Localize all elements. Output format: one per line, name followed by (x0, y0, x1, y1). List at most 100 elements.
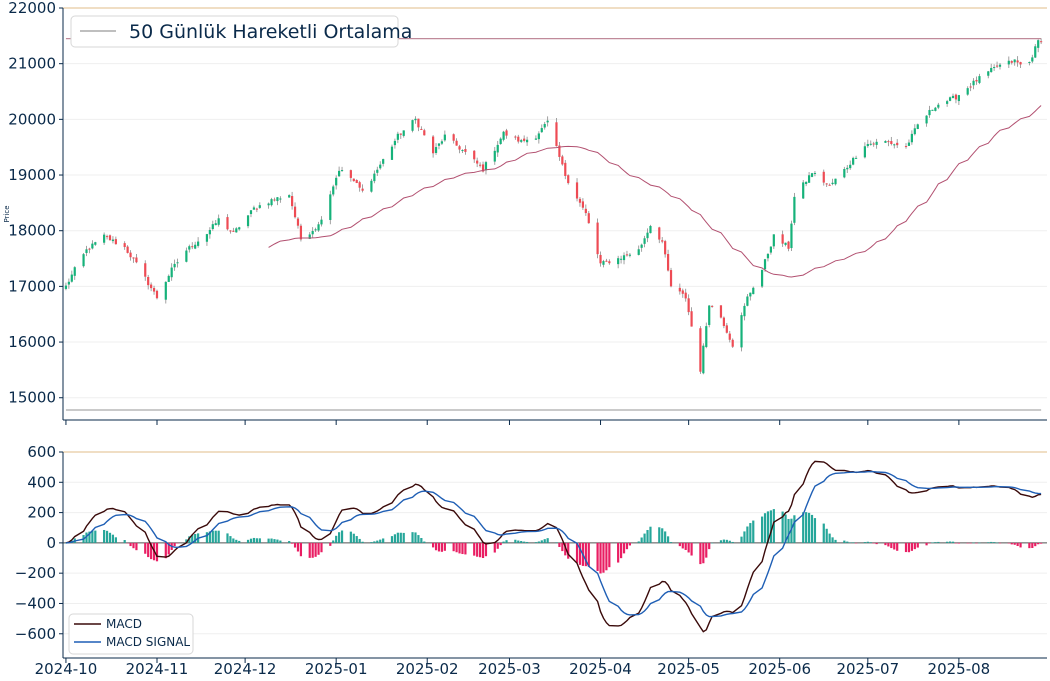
candle-body (317, 224, 320, 231)
candle-body (743, 305, 746, 317)
macd-histogram-bar (649, 526, 652, 543)
candle-body (669, 270, 673, 287)
macd-histogram-bar (481, 542, 485, 559)
candle-body (382, 159, 385, 164)
macd-histogram-bar (617, 542, 620, 563)
x-tick-label: 2024-10 (35, 660, 98, 678)
macd-histogram-bar (540, 540, 543, 543)
macd-histogram-bar (164, 542, 167, 559)
macd-histogram-bar (1013, 542, 1016, 545)
macd-histogram-bar (678, 542, 681, 547)
macd-histogram-bar (995, 542, 999, 544)
candle-body (82, 254, 85, 267)
candle-body (625, 254, 629, 256)
macd-histogram-bar (669, 542, 673, 543)
macd-histogram-bar (954, 542, 958, 544)
macd-histogram-bar (1034, 542, 1037, 547)
candle-body (910, 133, 913, 143)
candle-body (443, 134, 446, 141)
price-legend: 50 Günlük Hareketli Ortalama (70, 15, 412, 48)
candle-body (849, 164, 852, 169)
candle-body (995, 65, 999, 67)
candle-body (872, 143, 875, 145)
macd-histogram-bar (279, 540, 282, 543)
price-y-tick-label: 22000 (8, 0, 56, 17)
macd-histogram-bar (643, 533, 646, 543)
macd-histogram-bar (147, 542, 150, 558)
macd-histogram-bar (217, 530, 220, 543)
candle-body (67, 281, 70, 285)
macd-histogram-bar (951, 541, 955, 543)
candle-body (114, 239, 117, 245)
candle-body (831, 182, 834, 185)
macd-histogram-bar (502, 541, 505, 543)
macd-histogram-bar (605, 542, 608, 571)
candle-body (399, 133, 402, 135)
candle-body (361, 188, 364, 191)
macd-histogram (64, 509, 1043, 574)
macd-histogram-bar (299, 542, 303, 557)
x-tick-label: 2025-02 (396, 660, 459, 678)
macd-histogram-bar (317, 542, 320, 555)
candle-body (105, 236, 109, 238)
candle-body (499, 138, 502, 145)
macd-histogram-bar (537, 541, 540, 543)
candle-body (370, 180, 373, 192)
candle-body (931, 109, 934, 111)
candle-body (813, 172, 817, 174)
candle-body (575, 182, 579, 199)
candle-body (437, 143, 441, 146)
macd-histogram-bar (637, 541, 640, 543)
macd-histogram-bar (769, 510, 772, 543)
macd-histogram-bar (787, 518, 790, 543)
candle-body (484, 162, 488, 171)
candle-body (461, 150, 464, 152)
candle-body (793, 196, 796, 223)
candle-body (194, 244, 197, 249)
macd-histogram-bar (205, 532, 209, 543)
candle-body (267, 203, 270, 206)
candle-body (731, 339, 734, 347)
candle-body (452, 134, 455, 141)
macd-histogram-bar (749, 523, 752, 543)
candle-body (293, 206, 297, 218)
candle-body (402, 130, 405, 136)
candle-body (170, 267, 173, 278)
macd-histogram-bar (543, 539, 546, 543)
candle-body (320, 219, 323, 225)
macd-histogram-bar (793, 515, 796, 543)
candle-body (781, 234, 784, 244)
candle-body (208, 229, 211, 235)
x-tick-label: 2025-04 (569, 660, 632, 678)
macd-y-tick-label: 0 (46, 534, 56, 552)
macd-histogram-bar (640, 537, 643, 543)
macd-histogram-bar (946, 541, 949, 543)
macd-legend-label: MACD (106, 617, 142, 631)
candle-body (308, 234, 311, 239)
candle-body (772, 234, 775, 247)
macd-histogram-bar (155, 542, 159, 562)
candle-body (852, 157, 855, 165)
macd-y-ticks: −600 −400 −200 0 200 400 600 (15, 443, 63, 643)
candle-body (432, 136, 435, 154)
macd-histogram-bar (308, 542, 311, 558)
candle-body (393, 140, 397, 146)
macd-histogram-bar (990, 541, 993, 543)
macd-histogram-bar (94, 530, 97, 543)
macd-histogram-bar (108, 532, 112, 543)
macd-histogram-bar (561, 542, 564, 552)
candle-body (126, 246, 129, 253)
macd-histogram-bar (440, 542, 444, 552)
candle-body (687, 298, 690, 313)
macd-histogram-bar (928, 542, 931, 544)
macd-histogram-bar (452, 542, 455, 552)
candle-body (414, 118, 417, 121)
macd-histogram-bar (608, 542, 611, 568)
macd-histogram-bar (476, 542, 479, 557)
macd-histogram-bar (1031, 542, 1034, 548)
candle-body (966, 88, 969, 95)
candle-body (699, 328, 702, 372)
candle-body (123, 243, 126, 248)
candle-body (476, 160, 479, 164)
macd-histogram-bar (432, 542, 435, 548)
